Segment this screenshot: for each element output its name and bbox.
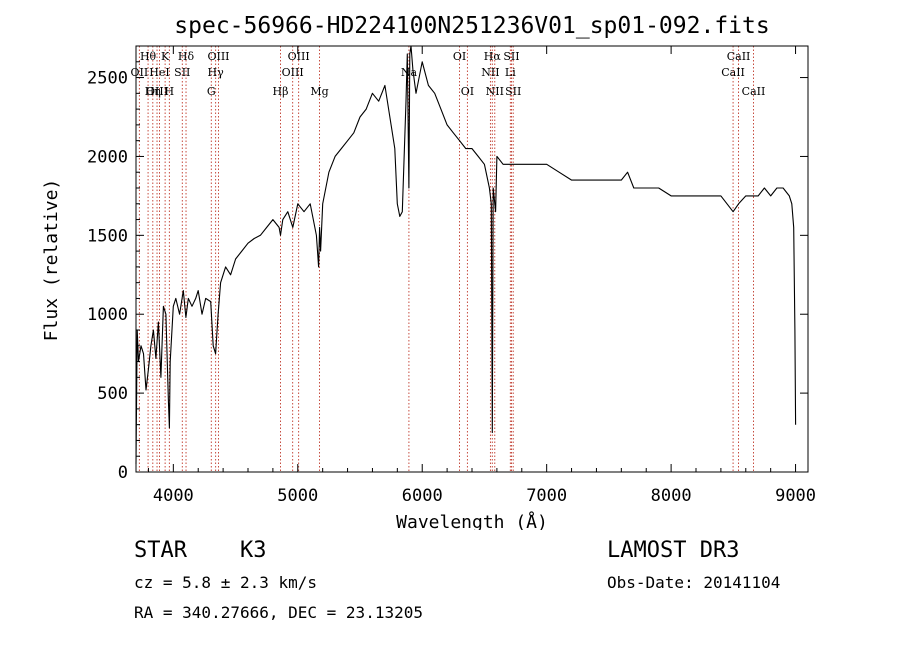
spectrum-chart: spec-56966-HD224100N251236V01_sp01-092.f… (41, 13, 816, 530)
y-axis-ticks: 0 500 1000 1500 2000 2500 (87, 61, 808, 483)
line-label-18: OI (461, 85, 474, 98)
y-tick-label-1: 500 (97, 384, 128, 404)
y-tick-label-0: 0 (118, 463, 128, 483)
line-label-25: CaII (727, 50, 751, 63)
x-axis-label: Wavelength (Å) (396, 511, 548, 530)
y-tick-label-2: 1000 (87, 305, 128, 325)
line-label-11: G (207, 85, 216, 98)
x-axis-ticks: 4000 5000 6000 7000 8000 9000 (147, 46, 816, 506)
x-tick-label-0: 4000 (153, 486, 194, 506)
line-label-21: NII (486, 85, 504, 98)
spectral-line-labels: Hθ OII OIII K HeI Hη SII H Hδ OIII Hγ G Hβ OIII OIII Mg… (131, 50, 766, 98)
line-label-20: NII (481, 66, 499, 79)
coordinates: RA = 340.27666, DEC = 23.13205 (134, 603, 423, 622)
line-label-10: Hγ (208, 66, 225, 79)
x-tick-label-5: 9000 (775, 486, 816, 506)
observation-date: Obs-Date: 20141104 (607, 573, 781, 592)
line-label-3: K (161, 50, 170, 63)
line-label-15: Mg (310, 85, 328, 98)
line-label-9: OIII (207, 50, 229, 63)
x-tick-label-2: 6000 (402, 486, 443, 506)
line-label-24: SII (505, 85, 521, 98)
object-class: STAR (134, 538, 187, 563)
y-axis-label: Flux (relative) (41, 179, 62, 342)
line-label-19: Hα (484, 50, 502, 63)
line-label-7: H (165, 85, 175, 98)
y-tick-label-3: 1500 (87, 226, 128, 246)
line-label-2: OIII (146, 85, 168, 98)
x-tick-label-1: 5000 (277, 486, 318, 506)
line-label-0: Hθ (140, 50, 157, 63)
y-tick-label-5: 2500 (87, 69, 128, 89)
spectral-subclass: K3 (240, 538, 267, 563)
x-tick-label-3: 7000 (526, 486, 567, 506)
line-label-5: Hη (145, 85, 161, 98)
plot-frame (135, 45, 809, 473)
line-label-8: Hδ (178, 50, 195, 63)
line-label-4: HeI (149, 66, 169, 79)
line-label-12: Hβ (273, 85, 289, 98)
line-label-26: CaII (721, 66, 745, 79)
line-label-23: Li (505, 66, 516, 79)
line-label-22: SII (503, 50, 519, 63)
line-label-13: OIII (288, 50, 310, 63)
line-label-27: CaII (742, 85, 766, 98)
line-label-14: OIII (282, 66, 304, 79)
survey-name: LAMOST DR3 (607, 538, 740, 563)
x-tick-label-4: 8000 (651, 486, 692, 506)
y-tick-label-4: 2000 (87, 147, 128, 167)
chart-title: spec-56966-HD224100N251236V01_sp01-092.f… (174, 13, 769, 39)
redshift-value: cz = 5.8 ± 2.3 km/s (134, 573, 318, 592)
spectral-line-markers (138, 46, 754, 472)
spectrum-line (135, 45, 797, 465)
line-label-1: OII (131, 66, 149, 79)
line-label-17: OI (453, 50, 466, 63)
line-label-6: SII (174, 66, 190, 79)
